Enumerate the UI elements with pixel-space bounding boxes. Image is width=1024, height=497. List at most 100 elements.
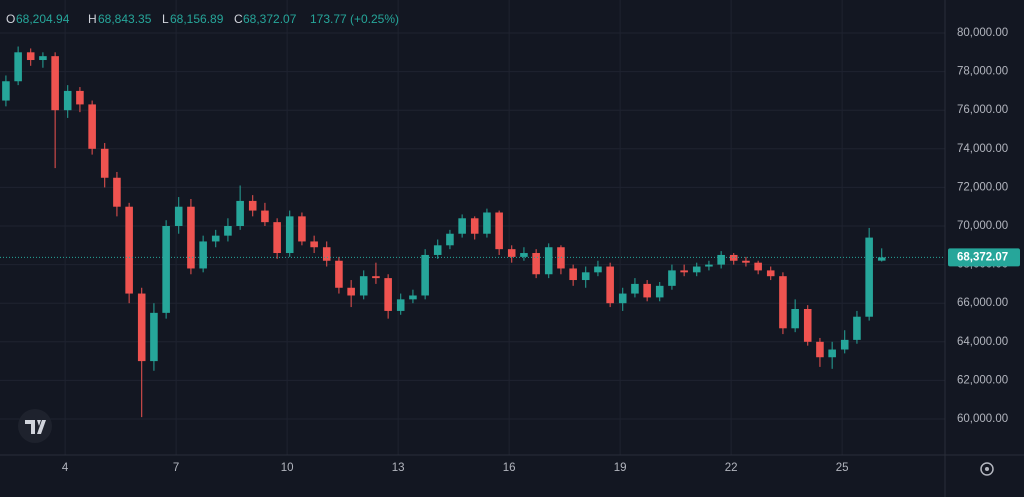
candle-body [433, 245, 442, 255]
y-tick-label: 62,000.00 [957, 374, 1008, 386]
candle-body [409, 295, 417, 300]
candle-body [828, 349, 836, 358]
candle-body [174, 206, 183, 227]
close-value: 68,372.07 [243, 12, 297, 26]
candle-body [532, 253, 540, 275]
candle-body [606, 266, 614, 304]
candle-body [14, 52, 22, 82]
candle-body [187, 206, 195, 269]
logo-mark [25, 420, 46, 434]
tradingview-logo[interactable] [18, 409, 52, 443]
candle-body [162, 226, 170, 313]
open-value: 68,204.94 [16, 12, 70, 26]
candle-body [853, 316, 861, 340]
candle-body [705, 264, 713, 267]
candle-body [507, 249, 516, 257]
gear-ring [980, 462, 994, 476]
candle-body [224, 226, 232, 236]
high-value: 68,843.35 [98, 12, 152, 26]
candle-body [298, 216, 306, 242]
candle-body [51, 56, 59, 111]
candle-body [199, 241, 207, 269]
change-value: 173.77 [310, 12, 347, 26]
last-price-label: 68,372.07 [957, 251, 1008, 263]
x-tick-label: 10 [281, 462, 294, 474]
candle-body [680, 270, 688, 273]
open-label: O [6, 12, 15, 26]
candle-body [63, 90, 72, 111]
low-value: 68,156.89 [170, 12, 224, 26]
y-tick-label: 74,000.00 [957, 143, 1008, 155]
candle-body [384, 278, 392, 311]
candle-body [273, 222, 281, 254]
y-tick-label: 76,000.00 [957, 104, 1008, 116]
close-label: C [234, 12, 243, 26]
candle-body [248, 200, 257, 211]
candle-body [643, 283, 651, 298]
candle-body [347, 287, 355, 296]
settings-button[interactable] [980, 462, 994, 476]
candle-body [236, 200, 244, 227]
candle-body [791, 308, 799, 329]
y-tick-label: 66,000.00 [957, 297, 1008, 309]
y-tick-label: 78,000.00 [957, 66, 1008, 78]
candle-body [631, 283, 639, 294]
candle-body [766, 270, 775, 277]
candle-body [310, 241, 318, 248]
y-tick-label: 64,000.00 [957, 336, 1008, 348]
x-tick-label: 13 [392, 462, 405, 474]
candle-body [483, 212, 491, 234]
x-tick-label: 16 [503, 462, 516, 474]
candle-body [137, 293, 146, 362]
candle-body [446, 233, 454, 246]
candle-body [569, 268, 577, 281]
x-tick-label: 19 [614, 462, 627, 474]
candle-body [729, 254, 738, 261]
high-label: H [88, 12, 97, 26]
x-tick-label: 4 [62, 462, 69, 474]
candle-body [39, 56, 47, 61]
candle-body [2, 81, 10, 101]
candle-body [754, 262, 762, 271]
candle-body [76, 90, 84, 105]
candle-body [668, 270, 676, 286]
candle-body [803, 308, 812, 342]
candle-body [618, 293, 627, 304]
candle-body [655, 285, 664, 298]
y-tick-label: 70,000.00 [957, 220, 1008, 232]
candle-body [692, 266, 701, 273]
candle-body [421, 254, 429, 296]
candles [2, 46, 886, 418]
last-price-box [948, 248, 1020, 267]
candle-body [359, 276, 368, 296]
change-percent: (+0.25%) [350, 12, 399, 26]
candle-body [865, 237, 873, 317]
candle-body [396, 299, 405, 311]
header: O 68,204.94 H 68,843.35 L 68,156.89 C 68… [6, 12, 399, 26]
candle-body [877, 257, 886, 261]
y-tick-label: 72,000.00 [957, 181, 1008, 193]
candle-body [495, 212, 503, 250]
x-tick-label: 7 [173, 462, 179, 474]
candle-body [372, 276, 380, 279]
y-tick-label: 60,000.00 [957, 413, 1008, 425]
candle-body [520, 253, 528, 257]
candle-body [335, 260, 343, 288]
candle-body [125, 206, 133, 294]
candle-body [581, 272, 590, 281]
y-tick-label: 80,000.00 [957, 27, 1008, 39]
candle-body [88, 104, 96, 149]
candle-body [742, 260, 750, 263]
candle-body [458, 218, 466, 234]
x-tick-label: 25 [836, 462, 849, 474]
candle-body [150, 312, 158, 362]
candle-body [100, 148, 109, 178]
candle-body [816, 341, 824, 358]
candle-body [840, 339, 849, 350]
x-tick-label: 22 [725, 462, 738, 474]
low-label: L [162, 12, 169, 26]
candle-body [594, 266, 602, 273]
candle-body [322, 247, 331, 261]
